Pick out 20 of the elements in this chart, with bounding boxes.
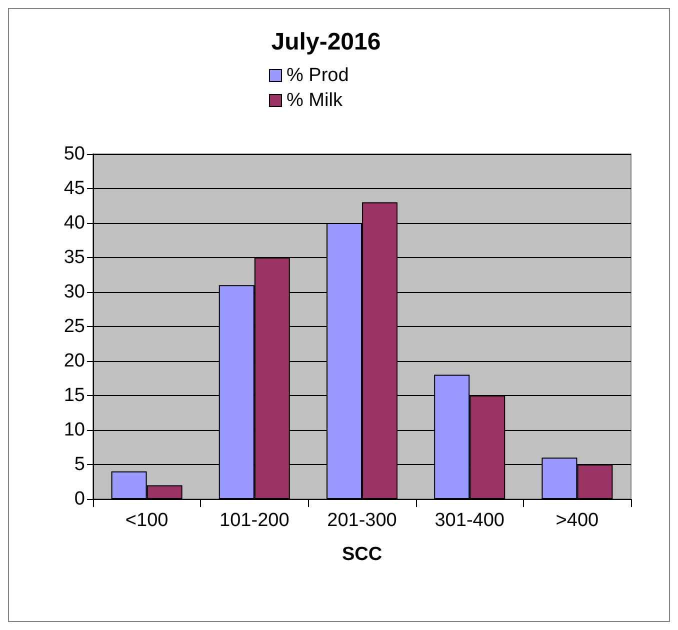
legend-label: % Milk (286, 90, 343, 111)
y-tick-label: 40 (64, 212, 85, 234)
x-tick-label: 101-200 (220, 510, 290, 531)
y-tick-label: 20 (64, 350, 85, 372)
legend-label: % Prod (286, 65, 349, 86)
x-tick-label: 201-300 (327, 510, 397, 531)
x-axis-title: SCC (342, 544, 382, 565)
x-tick-label: >400 (556, 510, 599, 531)
y-tick-label: 10 (64, 420, 85, 440)
y-tick-label: 15 (64, 385, 85, 406)
y-tick-label: 35 (64, 247, 85, 268)
y-tick-label: 5 (74, 454, 85, 475)
y-tick-label: 45 (64, 178, 85, 199)
x-tick-label: <100 (125, 510, 168, 531)
y-tick-label: 25 (64, 316, 85, 337)
x-tick-label: 301-400 (434, 510, 504, 531)
chart-title: July-2016 (271, 28, 381, 56)
y-tick-label: 0 (74, 488, 85, 510)
y-tick-label: 50 (64, 144, 85, 164)
y-tick-label: 30 (64, 282, 85, 302)
